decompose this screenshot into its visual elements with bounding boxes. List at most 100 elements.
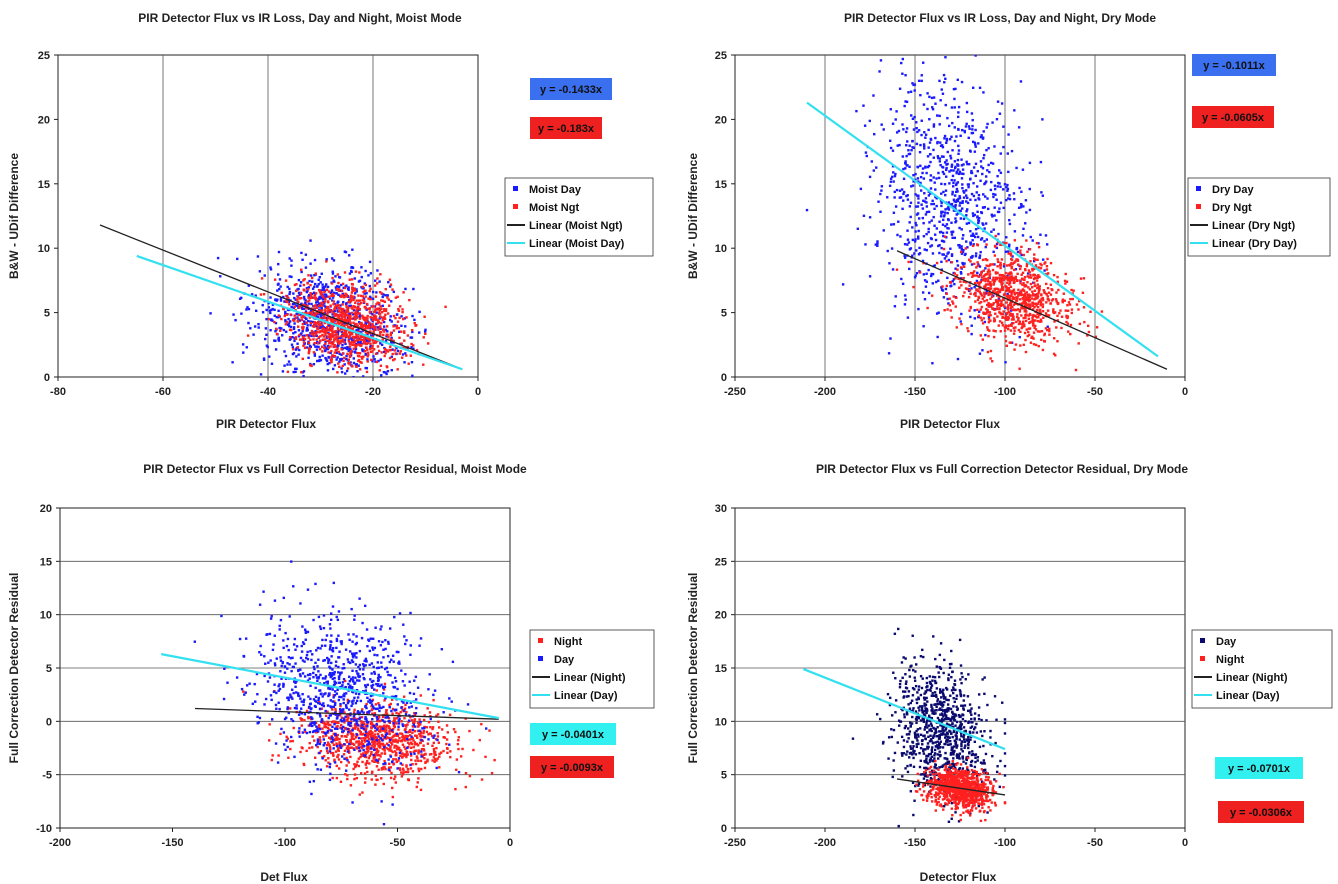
data-point — [349, 354, 353, 357]
data-point — [365, 325, 369, 329]
data-point — [371, 350, 374, 353]
data-point — [989, 319, 992, 322]
data-point — [273, 683, 276, 686]
data-point — [966, 246, 969, 249]
data-point — [408, 298, 411, 302]
data-point — [346, 335, 350, 338]
data-point — [1052, 308, 1055, 311]
data-point — [337, 322, 341, 325]
data-point — [946, 297, 949, 301]
data-point — [336, 733, 339, 737]
data-point — [301, 258, 304, 261]
data-point — [270, 308, 273, 312]
data-point — [985, 238, 989, 241]
data-point — [376, 326, 380, 329]
data-point — [1040, 191, 1043, 194]
data-point — [980, 294, 983, 297]
data-point — [964, 247, 967, 250]
data-point — [366, 739, 369, 743]
data-point — [393, 717, 396, 720]
data-point — [1025, 239, 1028, 242]
data-point — [310, 792, 313, 796]
data-point — [1005, 198, 1008, 202]
data-point — [975, 204, 979, 207]
chart-title: PIR Detector Flux vs Full Correction Det… — [143, 462, 527, 476]
data-point — [927, 268, 930, 272]
data-point — [336, 737, 339, 740]
data-point — [324, 759, 327, 762]
data-point — [340, 309, 344, 312]
data-point — [1062, 292, 1066, 295]
data-point — [400, 356, 404, 359]
data-point — [924, 197, 928, 200]
data-point — [362, 732, 365, 736]
data-point — [863, 124, 867, 127]
data-point — [1019, 202, 1023, 206]
data-point — [995, 198, 998, 201]
data-point — [965, 101, 969, 105]
data-point — [286, 363, 289, 366]
data-point — [324, 644, 327, 647]
data-point — [411, 330, 414, 334]
data-point — [357, 728, 360, 731]
data-point — [304, 310, 308, 313]
data-point — [959, 280, 962, 283]
data-point — [332, 345, 336, 348]
data-point — [401, 388, 403, 390]
data-point — [343, 318, 347, 321]
data-point — [973, 262, 976, 266]
data-point — [940, 260, 943, 264]
data-point — [997, 292, 1000, 296]
data-point — [918, 246, 921, 250]
data-point — [1020, 289, 1023, 292]
data-point — [1047, 314, 1050, 317]
data-point — [389, 741, 393, 744]
data-point — [1017, 319, 1020, 322]
data-point — [943, 134, 947, 138]
data-point — [397, 759, 400, 762]
data-point — [986, 287, 990, 290]
data-point — [997, 181, 1000, 185]
data-point — [373, 738, 377, 742]
data-point — [1019, 298, 1022, 301]
data-point — [256, 693, 259, 696]
data-point — [1034, 284, 1037, 288]
data-point — [345, 347, 349, 351]
data-point — [976, 215, 979, 218]
data-point — [355, 651, 358, 655]
data-point — [379, 342, 382, 345]
data-point — [981, 166, 985, 170]
data-point — [365, 366, 369, 370]
data-point — [996, 301, 1000, 305]
data-point — [340, 671, 343, 674]
data-point — [257, 326, 260, 329]
data-point — [947, 208, 951, 211]
data-point — [986, 328, 990, 331]
data-point — [371, 323, 374, 326]
data-point — [1075, 303, 1079, 306]
data-point — [336, 347, 339, 350]
data-point — [401, 743, 405, 746]
data-point — [1086, 324, 1090, 328]
data-point — [336, 383, 338, 385]
data-point — [879, 59, 883, 62]
data-point — [400, 342, 403, 345]
data-point — [915, 126, 918, 130]
data-point — [1023, 299, 1027, 302]
data-point — [341, 364, 344, 368]
data-point — [381, 299, 385, 303]
data-point — [971, 128, 974, 131]
data-point — [974, 128, 977, 132]
data-point — [983, 182, 986, 186]
data-point — [911, 117, 915, 120]
data-point — [411, 742, 414, 746]
y-tick-label: 10 — [40, 610, 52, 622]
data-point — [333, 354, 337, 358]
data-point — [365, 339, 368, 343]
data-point — [919, 175, 923, 179]
data-point — [372, 355, 375, 358]
data-point — [341, 393, 343, 395]
data-point — [992, 281, 996, 284]
data-point — [329, 318, 332, 321]
data-point — [289, 381, 291, 383]
